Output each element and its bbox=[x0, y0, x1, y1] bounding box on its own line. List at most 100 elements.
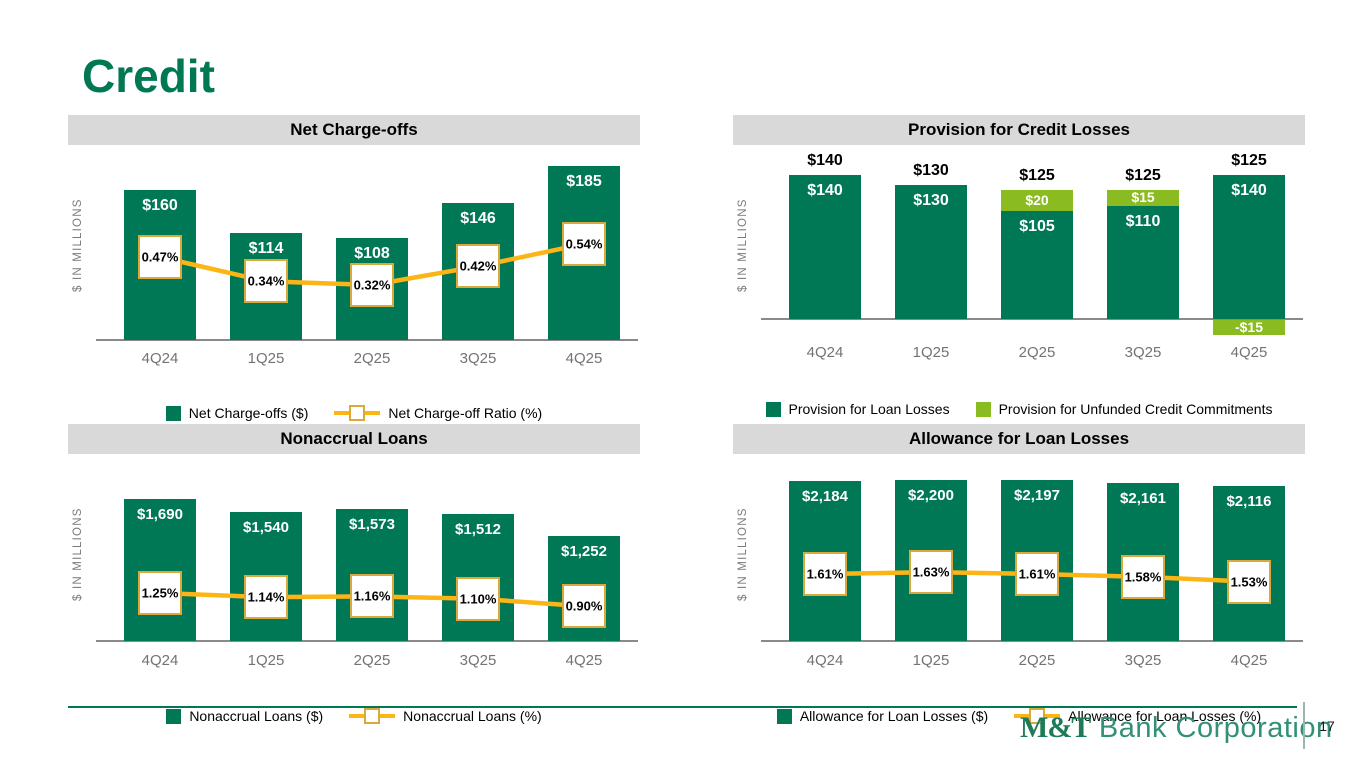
x-tick-label: 3Q25 bbox=[1124, 344, 1162, 361]
legend-bar-swatch bbox=[166, 708, 182, 724]
chart-legend: Allowance for Loan Losses ($) Allowance f… bbox=[733, 707, 1305, 725]
chart-legend: Nonaccrual Loans ($) Nonaccrual Loans (%) bbox=[68, 707, 640, 725]
x-tick-label: 4Q25 bbox=[565, 652, 603, 669]
bar bbox=[124, 499, 196, 641]
logo-bank-corporation bbox=[1090, 712, 1099, 744]
legend-item: Net Charge-off Ratio (%) bbox=[334, 404, 542, 422]
ratio-marker-label: 1.16% bbox=[353, 588, 391, 604]
chart-title-banner: Allowance for Loan Losses bbox=[733, 424, 1305, 454]
legend-line-swatch bbox=[1014, 707, 1061, 725]
legend-bar-swatch bbox=[765, 401, 781, 417]
bar-value-label: $114 bbox=[248, 239, 284, 257]
bar-value-label: $130 bbox=[913, 192, 949, 210]
x-axis-line bbox=[761, 318, 1303, 320]
ratio-marker: 1.61% bbox=[1015, 552, 1059, 596]
bar-value-label: $140 bbox=[807, 181, 843, 199]
ratio-marker: 1.53% bbox=[1227, 559, 1271, 604]
legend-line-swatch bbox=[334, 404, 381, 422]
legend-label: Net Charge-offs ($) bbox=[188, 405, 309, 421]
x-tick-label: 3Q25 bbox=[459, 350, 497, 367]
legend-item: Allowance for Loan Losses (%) bbox=[1014, 707, 1261, 725]
bar-value-label: $1,540 bbox=[243, 518, 289, 536]
ratio-marker: 0.54% bbox=[562, 221, 606, 266]
legend-label: Allowance for Loan Losses ($) bbox=[799, 708, 989, 724]
ratio-marker: 1.14% bbox=[244, 575, 288, 620]
page-number: 17 bbox=[1319, 718, 1335, 734]
legend-line-marker-box bbox=[1029, 708, 1046, 724]
ratio-marker-label: 1.25% bbox=[141, 585, 179, 601]
bar bbox=[895, 185, 967, 319]
stack-total-label: $140 bbox=[807, 151, 843, 169]
x-tick-label: 2Q25 bbox=[1018, 344, 1056, 361]
ratio-marker: 0.42% bbox=[456, 244, 500, 289]
chart-plot-area: $ IN MILLIONS $1,690 4Q24 $1,540 1Q25 $1,573 2… bbox=[68, 454, 640, 680]
ratio-marker: 1.16% bbox=[350, 574, 394, 619]
legend-item: Provision for Loan Losses bbox=[765, 401, 950, 417]
legend-label: Net Charge-off Ratio (%) bbox=[388, 405, 543, 421]
x-tick-label: 3Q25 bbox=[1124, 652, 1162, 669]
logo-mt-mark: M&T bbox=[1020, 711, 1091, 744]
bar bbox=[1213, 174, 1285, 319]
bar-value-label: $1,690 bbox=[137, 506, 183, 524]
ratio-marker: 0.34% bbox=[244, 259, 288, 304]
legend-item: Nonaccrual Loans ($) bbox=[166, 708, 323, 724]
stack-total-label: $125 bbox=[1019, 167, 1055, 185]
bar-value-label: $110 bbox=[1125, 212, 1161, 230]
stacked-segment bbox=[1001, 190, 1073, 211]
legend-bar-swatch bbox=[165, 405, 181, 421]
chart-title-banner: Nonaccrual Loans bbox=[68, 424, 640, 454]
chart-legend: Provision for Loan Losses Provision for U… bbox=[733, 401, 1305, 417]
ratio-marker: 1.58% bbox=[1121, 554, 1165, 599]
ratio-marker-label: 1.63% bbox=[912, 564, 950, 580]
bar-value-label: $160 bbox=[142, 196, 178, 214]
x-tick-label: 2Q25 bbox=[1018, 652, 1056, 669]
x-tick-label: 4Q24 bbox=[141, 350, 179, 367]
chart-legend: Net Charge-offs ($) Net Charge-off Ratio … bbox=[68, 404, 640, 422]
legend-item: Nonaccrual Loans (%) bbox=[349, 707, 542, 725]
bar-value-label: $1,252 bbox=[561, 542, 607, 560]
x-tick-label: 4Q25 bbox=[1230, 652, 1268, 669]
x-tick-label: 1Q25 bbox=[912, 344, 950, 361]
chart-panel-nonaccrual-loans: Nonaccrual Loans $ IN MILLIONS $1,690 4Q24… bbox=[68, 424, 640, 724]
legend-item: Provision for Unfunded Credit Commitment… bbox=[975, 401, 1273, 417]
footer-divider bbox=[1303, 702, 1305, 749]
ratio-marker-label: 1.10% bbox=[459, 591, 497, 607]
ratio-marker-label: 0.34% bbox=[247, 273, 285, 289]
bar-value-label: $2,200 bbox=[908, 486, 954, 504]
bar-value-label: $185 bbox=[566, 173, 602, 191]
stack-total-label: $130 bbox=[913, 162, 949, 180]
ratio-marker-label: 0.54% bbox=[565, 236, 603, 252]
segment-value-label: $15 bbox=[1131, 189, 1155, 206]
chart-plot-area: $ IN MILLIONS $2,184 4Q24 $2,200 1Q25 $2,197 2… bbox=[733, 454, 1305, 680]
chart-panel-net-charge-offs: Net Charge-offs $ IN MILLIONS $160 4Q24 $11… bbox=[68, 115, 640, 421]
ratio-marker: 1.25% bbox=[138, 571, 182, 615]
x-tick-label: 2Q25 bbox=[353, 652, 391, 669]
bar-value-label: $140 bbox=[1231, 181, 1267, 199]
stacked-segment-negative bbox=[1213, 320, 1285, 336]
segment-value-label: -$15 bbox=[1234, 319, 1264, 335]
ratio-marker-label: 1.14% bbox=[247, 589, 285, 605]
legend-label: Provision for Unfunded Credit Commitment… bbox=[998, 401, 1273, 417]
chart-plot-area: $ IN MILLIONS $160 4Q24 $114 1Q25 $108 2Q25 $14… bbox=[68, 145, 640, 377]
x-axis-line bbox=[96, 640, 638, 642]
legend-item: Net Charge-offs ($) bbox=[165, 405, 309, 421]
x-tick-label: 4Q25 bbox=[565, 350, 603, 367]
y-axis-label: $ IN MILLIONS bbox=[737, 198, 749, 292]
bar bbox=[1107, 205, 1179, 319]
ratio-line bbox=[159, 590, 585, 609]
legend-bar-swatch bbox=[975, 401, 991, 417]
ratio-marker-label: 1.53% bbox=[1230, 574, 1268, 590]
page-title: Credit bbox=[82, 49, 215, 102]
x-tick-label: 4Q25 bbox=[1230, 344, 1268, 361]
x-axis-line bbox=[96, 339, 638, 341]
ratio-marker: 0.90% bbox=[562, 584, 606, 629]
chart-panel-provision-for-credit-losses: Provision for Credit Losses $ IN MILLION… bbox=[733, 115, 1305, 417]
legend-item: Allowance for Loan Losses ($) bbox=[776, 708, 989, 724]
bar bbox=[1001, 210, 1073, 319]
legend-bar-swatch bbox=[776, 708, 792, 724]
bar-value-label: $2,184 bbox=[802, 488, 848, 506]
ratio-marker: 0.32% bbox=[350, 263, 394, 308]
bar bbox=[789, 174, 861, 319]
bar-value-label: $105 bbox=[1019, 217, 1055, 235]
logo-bank-corporation-text: Bank Corporation bbox=[1098, 712, 1333, 744]
